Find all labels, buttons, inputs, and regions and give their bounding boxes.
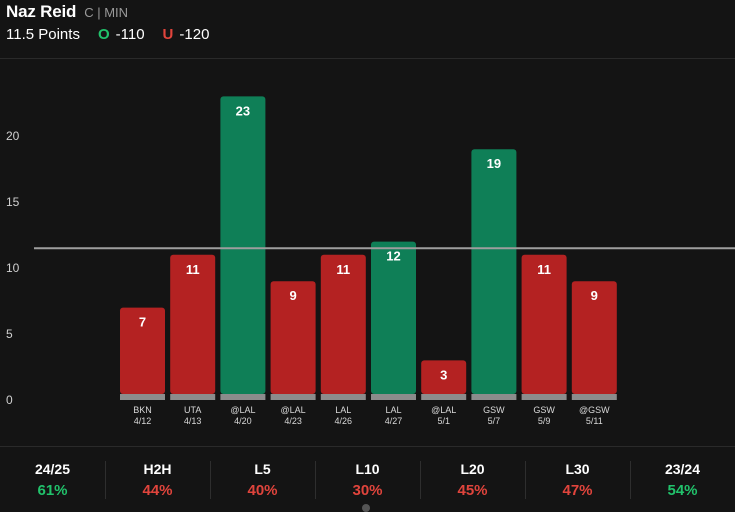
prop-line: 11.5 Points <box>6 26 80 43</box>
stat-label: 23/24 <box>664 461 701 477</box>
x-tick-date: 5/7 <box>488 416 501 426</box>
under-odds[interactable]: -120 <box>179 26 210 43</box>
stat-value: 54% <box>667 482 698 499</box>
prop-header: Naz Reid C | MIN 11.5 Points O -110 U -1… <box>6 2 209 43</box>
x-tick-date: 5/1 <box>437 416 450 426</box>
stat-value: 47% <box>562 482 593 499</box>
stat-h2h[interactable]: H2H 44% <box>105 447 210 509</box>
stat-label: 24/25 <box>34 461 71 477</box>
y-tick-label: 20 <box>6 129 20 143</box>
x-tick-opponent: @LAL <box>431 405 456 415</box>
x-tick-date: 5/11 <box>586 416 603 426</box>
bar-base <box>471 394 517 400</box>
bar-value-label: 11 <box>336 262 350 277</box>
x-tick-date: 4/13 <box>184 416 202 426</box>
scroll-indicator <box>362 504 370 512</box>
x-tick-date: 4/12 <box>134 416 152 426</box>
x-tick-opponent: LAL <box>385 405 401 415</box>
hit-rate-bar: 24/25 61% H2H 44% L5 40% L10 30% L20 45% L30 47% 23/… <box>0 447 735 509</box>
stat-l5[interactable]: L5 40% <box>210 447 315 509</box>
stat-label: L10 <box>355 461 380 477</box>
bar-value-label: 9 <box>591 288 598 303</box>
bar-base <box>170 394 216 400</box>
x-tick-date: 4/23 <box>284 416 302 426</box>
bar-value-label: 12 <box>386 249 400 264</box>
bar[interactable] <box>421 360 467 394</box>
x-tick-opponent: LAL <box>335 405 351 415</box>
stat-23-24[interactable]: 23/24 54% <box>630 447 735 509</box>
bar-base <box>270 394 316 400</box>
stat-label: L5 <box>254 461 271 477</box>
x-tick-opponent: GSW <box>483 405 505 415</box>
stat-value: 44% <box>142 482 173 499</box>
over-odds[interactable]: -110 <box>115 26 145 43</box>
bar-value-label: 3 <box>440 367 447 382</box>
x-tick-opponent: GSW <box>533 405 555 415</box>
bar-base <box>120 394 165 400</box>
bar-value-label: 23 <box>236 103 250 118</box>
x-tick-opponent: @LAL <box>281 405 306 415</box>
player-name: Naz Reid <box>6 2 77 21</box>
bar[interactable] <box>270 281 316 394</box>
stat-24-25[interactable]: 24/25 61% <box>0 447 105 509</box>
x-tick-date: 4/20 <box>234 416 252 426</box>
bar[interactable] <box>521 254 567 394</box>
stat-l20[interactable]: L20 45% <box>420 447 525 509</box>
y-tick-label: 5 <box>6 327 13 341</box>
game-log-chart: 051015207BKN4/1211UTA4/1323@LAL4/209@LAL… <box>6 96 735 426</box>
stat-l10[interactable]: L10 30% <box>315 447 420 509</box>
stats-divider <box>0 446 735 447</box>
x-tick-date: 4/27 <box>385 416 403 426</box>
bar-base <box>320 394 366 400</box>
x-tick-opponent: @GSW <box>579 405 610 415</box>
x-tick-date: 5/9 <box>538 416 551 426</box>
over-label[interactable]: O <box>97 26 110 43</box>
bar[interactable] <box>571 281 617 394</box>
bar-value-label: 11 <box>537 262 551 277</box>
stat-value: 40% <box>247 482 278 499</box>
prop-line-row: 11.5 Points O -110 U -120 <box>6 26 209 43</box>
stat-label: L30 <box>565 461 590 477</box>
player-positions: C | MIN <box>84 5 129 20</box>
bar-base <box>220 394 266 400</box>
stat-value: 30% <box>352 482 383 499</box>
x-tick-opponent: BKN <box>133 405 152 415</box>
bar[interactable] <box>220 96 266 395</box>
bar-base <box>571 394 617 400</box>
x-tick-opponent: UTA <box>184 405 201 415</box>
bar-value-label: 19 <box>487 156 501 171</box>
stat-label: H2H <box>143 461 172 477</box>
bar-base <box>521 394 567 400</box>
stat-value: 45% <box>457 482 488 499</box>
y-tick-label: 15 <box>6 195 20 209</box>
stat-label: L20 <box>460 461 485 477</box>
stat-value: 61% <box>37 482 68 499</box>
bar-value-label: 11 <box>186 262 200 277</box>
bar[interactable] <box>170 254 216 394</box>
y-tick-label: 10 <box>6 261 20 275</box>
bar-value-label: 7 <box>139 315 146 330</box>
x-tick-opponent: @LAL <box>230 405 255 415</box>
title-row: Naz Reid C | MIN <box>6 2 209 22</box>
bar-value-label: 9 <box>289 288 296 303</box>
y-tick-label: 0 <box>6 393 13 407</box>
header-divider <box>0 58 735 59</box>
bar[interactable] <box>471 149 517 394</box>
bar-base <box>421 394 467 400</box>
stat-l30[interactable]: L30 47% <box>525 447 630 509</box>
under-label[interactable]: U <box>162 26 174 43</box>
bar[interactable] <box>120 307 165 394</box>
bar-base <box>371 394 416 400</box>
x-tick-date: 4/26 <box>335 416 353 426</box>
bar[interactable] <box>320 254 366 394</box>
bar[interactable] <box>371 241 416 394</box>
